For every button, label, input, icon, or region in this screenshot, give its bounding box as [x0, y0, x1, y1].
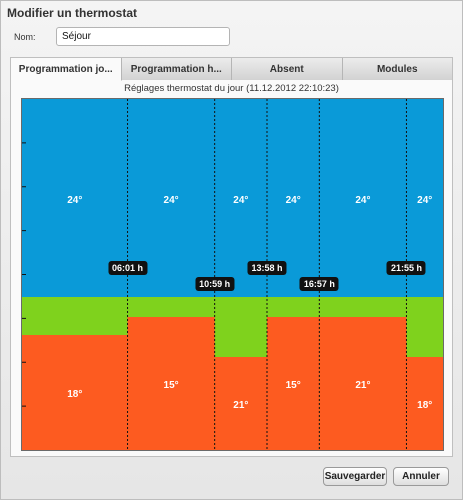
upper-temp-label: 24° [355, 195, 370, 206]
schedule-chart-svg: 24° 18° 24° 15° 24° 21° 24° 15° 24° 21° 24° 18° [22, 99, 443, 450]
comfort-band [22, 99, 443, 297]
time-marker-badge[interactable]: 13:58 h [247, 261, 287, 275]
tab-panel: Programmation jo... Programmation h... A… [10, 57, 453, 457]
heat-segment [127, 317, 215, 450]
lower-temp-label: 15° [164, 380, 179, 391]
time-marker-badge[interactable]: 21:55 h [386, 261, 426, 275]
time-marker-badge[interactable]: 10:59 h [195, 277, 235, 291]
tab-daily-programming[interactable]: Programmation jo... [11, 58, 122, 81]
upper-temp-label: 24° [233, 195, 248, 206]
lower-temp-label: 15° [286, 380, 301, 391]
save-button[interactable]: Sauvegarder [323, 467, 387, 486]
time-marker-badge[interactable]: 16:57 h [299, 277, 339, 291]
cancel-button[interactable]: Annuler [393, 467, 449, 486]
heat-segment [214, 357, 267, 450]
dialog-title: Modifier un thermostat [7, 6, 138, 20]
lower-temp-label: 21° [355, 380, 370, 391]
tab-bar: Programmation jo... Programmation h... A… [11, 58, 452, 81]
heat-segment [22, 335, 128, 450]
upper-temp-label: 24° [417, 195, 432, 206]
lower-temp-label: 18° [417, 400, 432, 411]
lower-temp-label: 18° [67, 389, 82, 400]
upper-temp-label: 24° [286, 195, 301, 206]
lower-temp-label: 21° [233, 400, 248, 411]
name-label: Nom: [14, 32, 36, 42]
heat-segment [406, 357, 443, 450]
tab-weekly-programming[interactable]: Programmation h... [121, 58, 232, 80]
heat-segment [319, 317, 407, 450]
heat-segment [266, 317, 320, 450]
name-input[interactable] [56, 27, 230, 46]
tab-modules[interactable]: Modules [342, 58, 452, 80]
time-marker-badge[interactable]: 06:01 h [108, 261, 148, 275]
upper-temp-label: 24° [67, 195, 82, 206]
upper-temp-label: 24° [164, 195, 179, 206]
thermostat-schedule-chart[interactable]: 24° 18° 24° 15° 24° 21° 24° 15° 24° 21° 24° 18° 06:… [21, 98, 444, 451]
tab-absent[interactable]: Absent [232, 58, 343, 80]
chart-subtitle: Réglages thermostat du jour (11.12.2012 … [124, 83, 339, 94]
